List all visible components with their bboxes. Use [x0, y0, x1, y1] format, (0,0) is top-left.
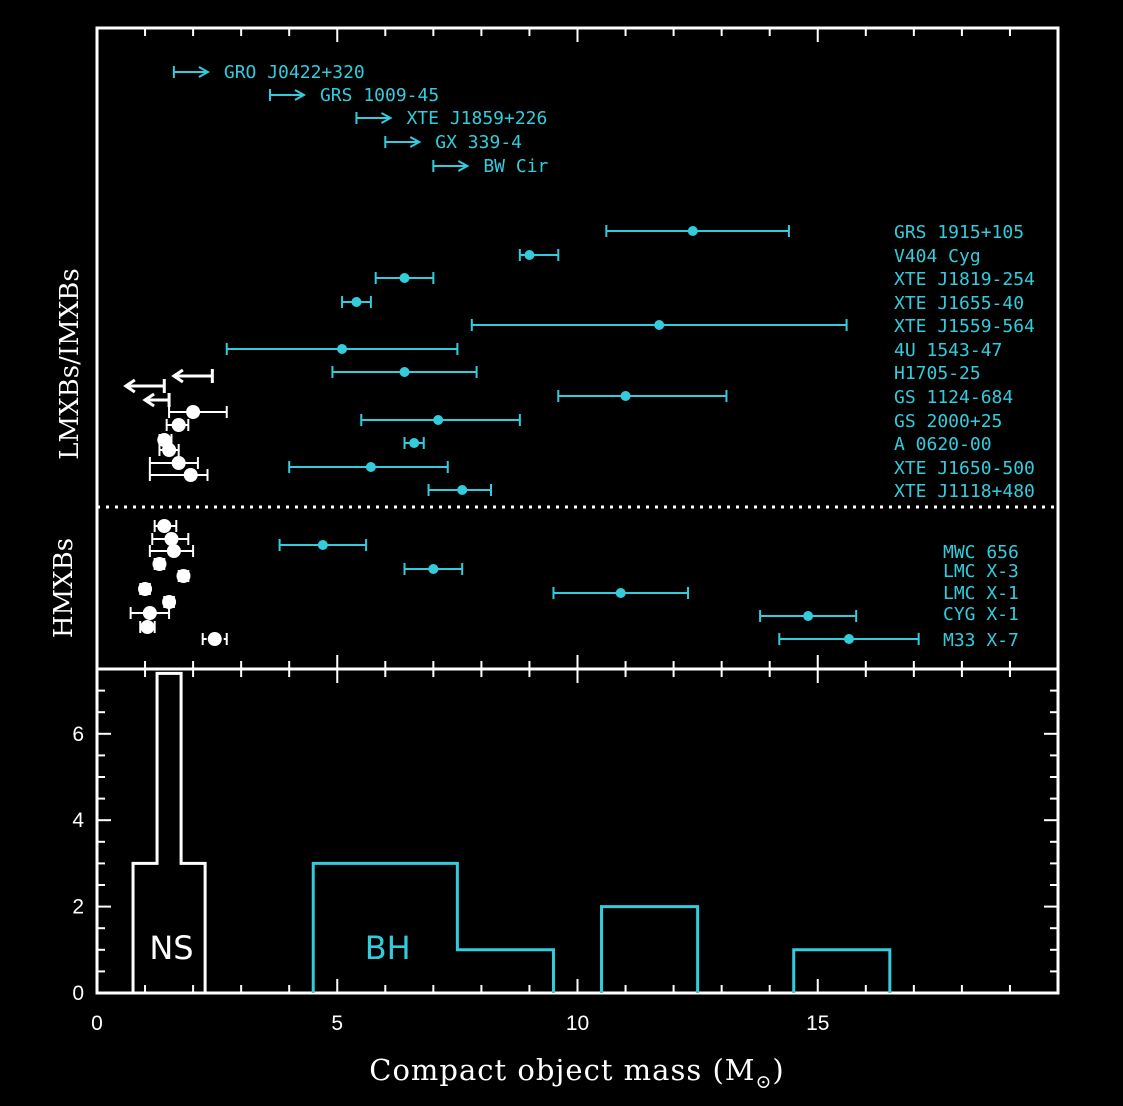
bh-lmxb-point — [457, 485, 468, 495]
bh-lmxb-point — [365, 462, 376, 472]
y-tick-label: 0 — [72, 982, 84, 1005]
bh-lmxb-point — [524, 250, 535, 260]
y-tick-label: 2 — [72, 896, 84, 919]
lower-limit-label: XTE J1859+226 — [406, 108, 547, 129]
lower-limit-label: GX 339-4 — [435, 132, 522, 153]
x-tick-label: 5 — [331, 1012, 343, 1035]
bh-hmxb-label: LMC X-3 — [943, 561, 1019, 582]
bh-lmxb-label: XTE J1819-254 — [894, 269, 1035, 290]
bh-lmxb-label: H1705-25 — [894, 363, 981, 384]
x-axis-label: Compact object mass (M⊙) — [369, 1053, 784, 1093]
bh-hmxb-label: M33 X-7 — [943, 630, 1019, 651]
bh-lmxb-label: XTE J1650-500 — [894, 458, 1035, 479]
lower-limit-label: BW Cir — [483, 156, 548, 177]
bh-lmxb-point — [351, 297, 362, 307]
ns-label: NS — [149, 929, 193, 967]
bh-hmxb-label: MWC 656 — [943, 542, 1019, 563]
bh-lmxb-point — [433, 415, 444, 425]
ns-hmxb-point — [140, 620, 155, 634]
ns-hmxb-point — [162, 595, 177, 609]
ns-hmxb-point — [176, 569, 191, 583]
ns-hmxb-point — [152, 557, 167, 571]
bh-label: BH — [365, 929, 411, 967]
lower-limit-arrow — [457, 160, 470, 172]
bh-lmxb-label: XTE J1655-40 — [894, 293, 1024, 314]
ns-lmxb-point — [162, 443, 177, 457]
bh-lmxb-point — [337, 344, 348, 354]
bh-hmxb-label: LMC X-1 — [943, 583, 1019, 604]
bh-hmxb-point — [317, 540, 328, 550]
bh-histogram — [311, 861, 892, 993]
bh-lmxb-label: A 0620-00 — [894, 434, 992, 455]
bh-hmxb-point — [615, 588, 626, 598]
bh-hmxb-label: CYG X-1 — [943, 604, 1019, 625]
bh-lmxb-label: GRS 1915+105 — [894, 222, 1024, 243]
bh-lmxb-label: GS 2000+25 — [894, 411, 1002, 432]
ns-lmxb-point — [171, 456, 186, 470]
ns-limit-arrow — [142, 392, 155, 408]
bh-lmxb-point — [620, 391, 631, 401]
bh-lmxb-label: V404 Cyg — [894, 246, 981, 267]
ns-hmxb-point — [142, 606, 157, 620]
bh-lmxb-point — [409, 438, 420, 448]
bh-hmxb-point — [843, 634, 854, 644]
x-tick-label: 15 — [806, 1012, 829, 1035]
ns-limit-arrow — [123, 378, 136, 394]
y-tick-label: 4 — [72, 809, 84, 832]
x-tick-label: 10 — [566, 1012, 589, 1035]
ns-lmxb-point — [183, 468, 198, 482]
ns-lmxb-point — [171, 418, 186, 432]
lower-limit-arrow — [198, 66, 210, 78]
lower-limit-arrow — [409, 136, 422, 148]
bh-hmxb-point — [428, 564, 439, 574]
ns-hmxb-point — [138, 582, 153, 596]
bh-hmxb-point — [803, 611, 814, 621]
y-tick-label: 6 — [72, 723, 84, 746]
ns-hmxb-point — [157, 519, 172, 533]
ns-histogram — [131, 671, 207, 993]
x-tick-label: 0 — [91, 1012, 103, 1035]
bh-lmxb-point — [654, 320, 665, 330]
bh-lmxb-point — [399, 367, 410, 377]
ns-hmxb-point — [166, 544, 181, 558]
lower-limit-label: GRS 1009-45 — [320, 85, 439, 106]
lower-limit-label: GRO J0422+320 — [224, 62, 365, 83]
lower-limit-arrow — [294, 89, 307, 101]
bh-lmxb-label: GS 1124-684 — [894, 387, 1013, 408]
ns-lmxb-point — [186, 405, 201, 419]
bh-lmxb-label: XTE J1559-564 — [894, 316, 1035, 337]
ns-limit-arrow — [171, 368, 184, 384]
bh-lmxb-label: XTE J1118+480 — [894, 481, 1035, 502]
lower-limit-arrow — [380, 112, 393, 124]
lmxb-group-label: LMXBs/IMXBs — [55, 268, 85, 459]
ns-hmxb-point — [207, 632, 222, 646]
bh-lmxb-point — [687, 226, 698, 236]
bh-lmxb-point — [399, 273, 410, 283]
bh-lmxb-label: 4U 1543-47 — [894, 340, 1002, 361]
ns-hmxb-point — [164, 532, 179, 546]
hmxb-group-label: HMXBs — [49, 538, 79, 638]
bottom-panel: 0 5 10 15 0 2 4 6 NS BH — [72, 667, 1060, 1035]
